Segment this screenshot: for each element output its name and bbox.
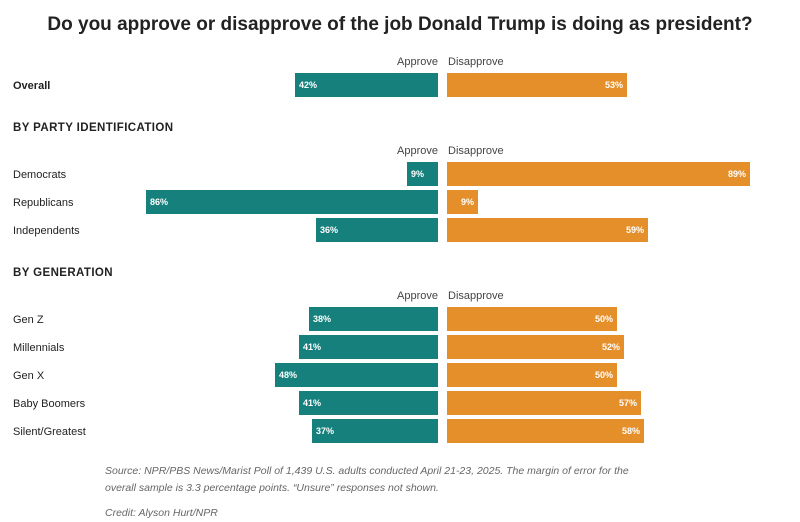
disapprove-bar-label: 89% <box>727 169 746 179</box>
row-label-baby-boomers: Baby Boomers <box>13 398 86 410</box>
source-line-1: Source: NPR/PBS News/Marist Poll of 1,43… <box>105 465 629 477</box>
disapprove-header: Disapprove <box>448 290 504 302</box>
disapprove-bar-label: 59% <box>625 225 644 235</box>
approve-bar-label: 86% <box>150 197 169 207</box>
approve-bar-label: 37% <box>316 426 335 436</box>
row-label-gen-z: Gen Z <box>13 314 44 326</box>
approve-bar-label: 36% <box>320 225 339 235</box>
credit-note: Credit: Alyson Hurt/NPR <box>105 507 218 519</box>
disapprove-bar: 89% <box>447 162 750 186</box>
disapprove-bar: 53% <box>447 73 627 97</box>
row-label-silent-greatest: Silent/Greatest <box>13 426 86 438</box>
disapprove-bar: 50% <box>447 307 617 331</box>
approve-bar: 41% <box>299 335 438 359</box>
row-label-gen-x: Gen X <box>13 370 45 382</box>
approve-bar-label: 48% <box>279 370 298 380</box>
disapprove-bar-label: 58% <box>621 426 640 436</box>
approve-bar: 86% <box>146 190 438 214</box>
approve-bar: 38% <box>309 307 438 331</box>
row-label-republicans: Republicans <box>13 197 74 209</box>
disapprove-bar: 9% <box>447 190 478 214</box>
approve-bar: 9% <box>407 162 438 186</box>
approve-bar: 41% <box>299 391 438 415</box>
row-label-overall: Overall <box>13 80 51 92</box>
disapprove-bar: 50% <box>447 363 617 387</box>
disapprove-bar: 52% <box>447 335 624 359</box>
approve-bar: 42% <box>295 73 438 97</box>
row-label-independents: Independents <box>13 225 80 237</box>
disapprove-bar-label: 50% <box>594 370 613 380</box>
disapprove-bar-label: 53% <box>604 80 623 90</box>
disapprove-bar: 57% <box>447 391 641 415</box>
disapprove-header: Disapprove <box>448 56 504 68</box>
disapprove-bar-label: 57% <box>618 398 637 408</box>
approve-bar-label: 42% <box>299 80 318 90</box>
approve-bar-label: 9% <box>411 169 425 179</box>
row-label-millennials: Millennials <box>13 342 65 354</box>
approve-bar: 48% <box>275 363 438 387</box>
approve-bar-label: 38% <box>313 314 332 324</box>
approve-bar-label: 41% <box>303 342 322 352</box>
section-heading-party: BY PARTY IDENTIFICATION <box>13 122 174 134</box>
disapprove-bar-label: 9% <box>460 197 474 207</box>
approve-header: Approve <box>397 290 438 302</box>
disapprove-bar: 58% <box>447 419 644 443</box>
chart-title: Do you approve or disapprove of the job … <box>47 14 753 35</box>
disapprove-bar-label: 50% <box>594 314 613 324</box>
approve-bar: 36% <box>316 218 438 242</box>
source-note: Source: NPR/PBS News/Marist Poll of 1,43… <box>105 463 705 497</box>
disapprove-bar: 59% <box>447 218 648 242</box>
disapprove-header: Disapprove <box>448 145 504 157</box>
section-heading-generation: BY GENERATION <box>13 267 113 279</box>
approve-bar-label: 41% <box>303 398 322 408</box>
row-label-democrats: Democrats <box>13 169 67 181</box>
source-line-2: overall sample is 3.3 percentage points.… <box>105 482 439 494</box>
disapprove-bar-label: 52% <box>601 342 620 352</box>
approve-header: Approve <box>397 56 438 68</box>
approve-header: Approve <box>397 145 438 157</box>
approve-bar: 37% <box>312 419 438 443</box>
